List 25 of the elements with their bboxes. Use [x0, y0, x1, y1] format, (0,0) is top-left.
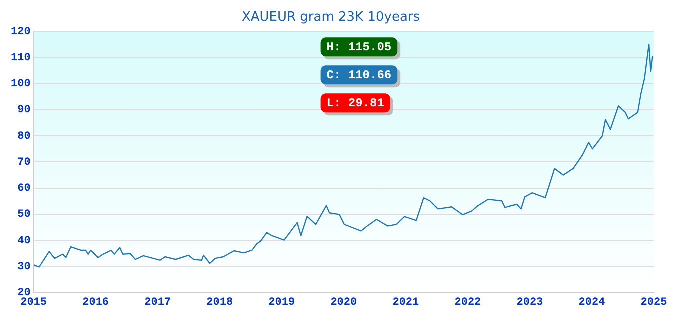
y-tick-label: 80 — [18, 130, 31, 143]
y-tick-label: 30 — [18, 261, 31, 274]
x-tick-label: 2021 — [392, 297, 420, 310]
x-tick-label: 2023 — [516, 297, 544, 310]
x-tick-label: 2020 — [330, 297, 358, 310]
y-tick-label: 40 — [18, 235, 31, 248]
annotation: C: 110.66 — [326, 68, 392, 83]
x-tick-label: 2022 — [454, 297, 482, 310]
y-tick-label: 60 — [18, 183, 31, 196]
x-tick-label: 2019 — [268, 297, 296, 310]
y-tick-label: 110 — [10, 52, 31, 64]
y-tick-label: 70 — [18, 156, 31, 169]
x-tick-label: 2025 — [640, 297, 668, 310]
x-tick-label: 2017 — [144, 297, 172, 310]
annotation: L: 29.81 — [326, 96, 384, 111]
x-tick-label: 2024 — [578, 297, 606, 310]
y-tick-label: 90 — [18, 104, 31, 117]
annotation: H: 115.05 — [326, 40, 392, 55]
x-tick-label: 2016 — [82, 297, 110, 310]
x-tick-label: 2015 — [20, 297, 48, 310]
x-tick-label: 2018 — [206, 297, 234, 310]
y-tick-label: 50 — [18, 209, 31, 222]
chart-title: XAUEUR gram 23K 10years — [242, 10, 420, 26]
y-tick-label: 120 — [10, 26, 31, 38]
y-tick-label: 100 — [10, 78, 31, 91]
